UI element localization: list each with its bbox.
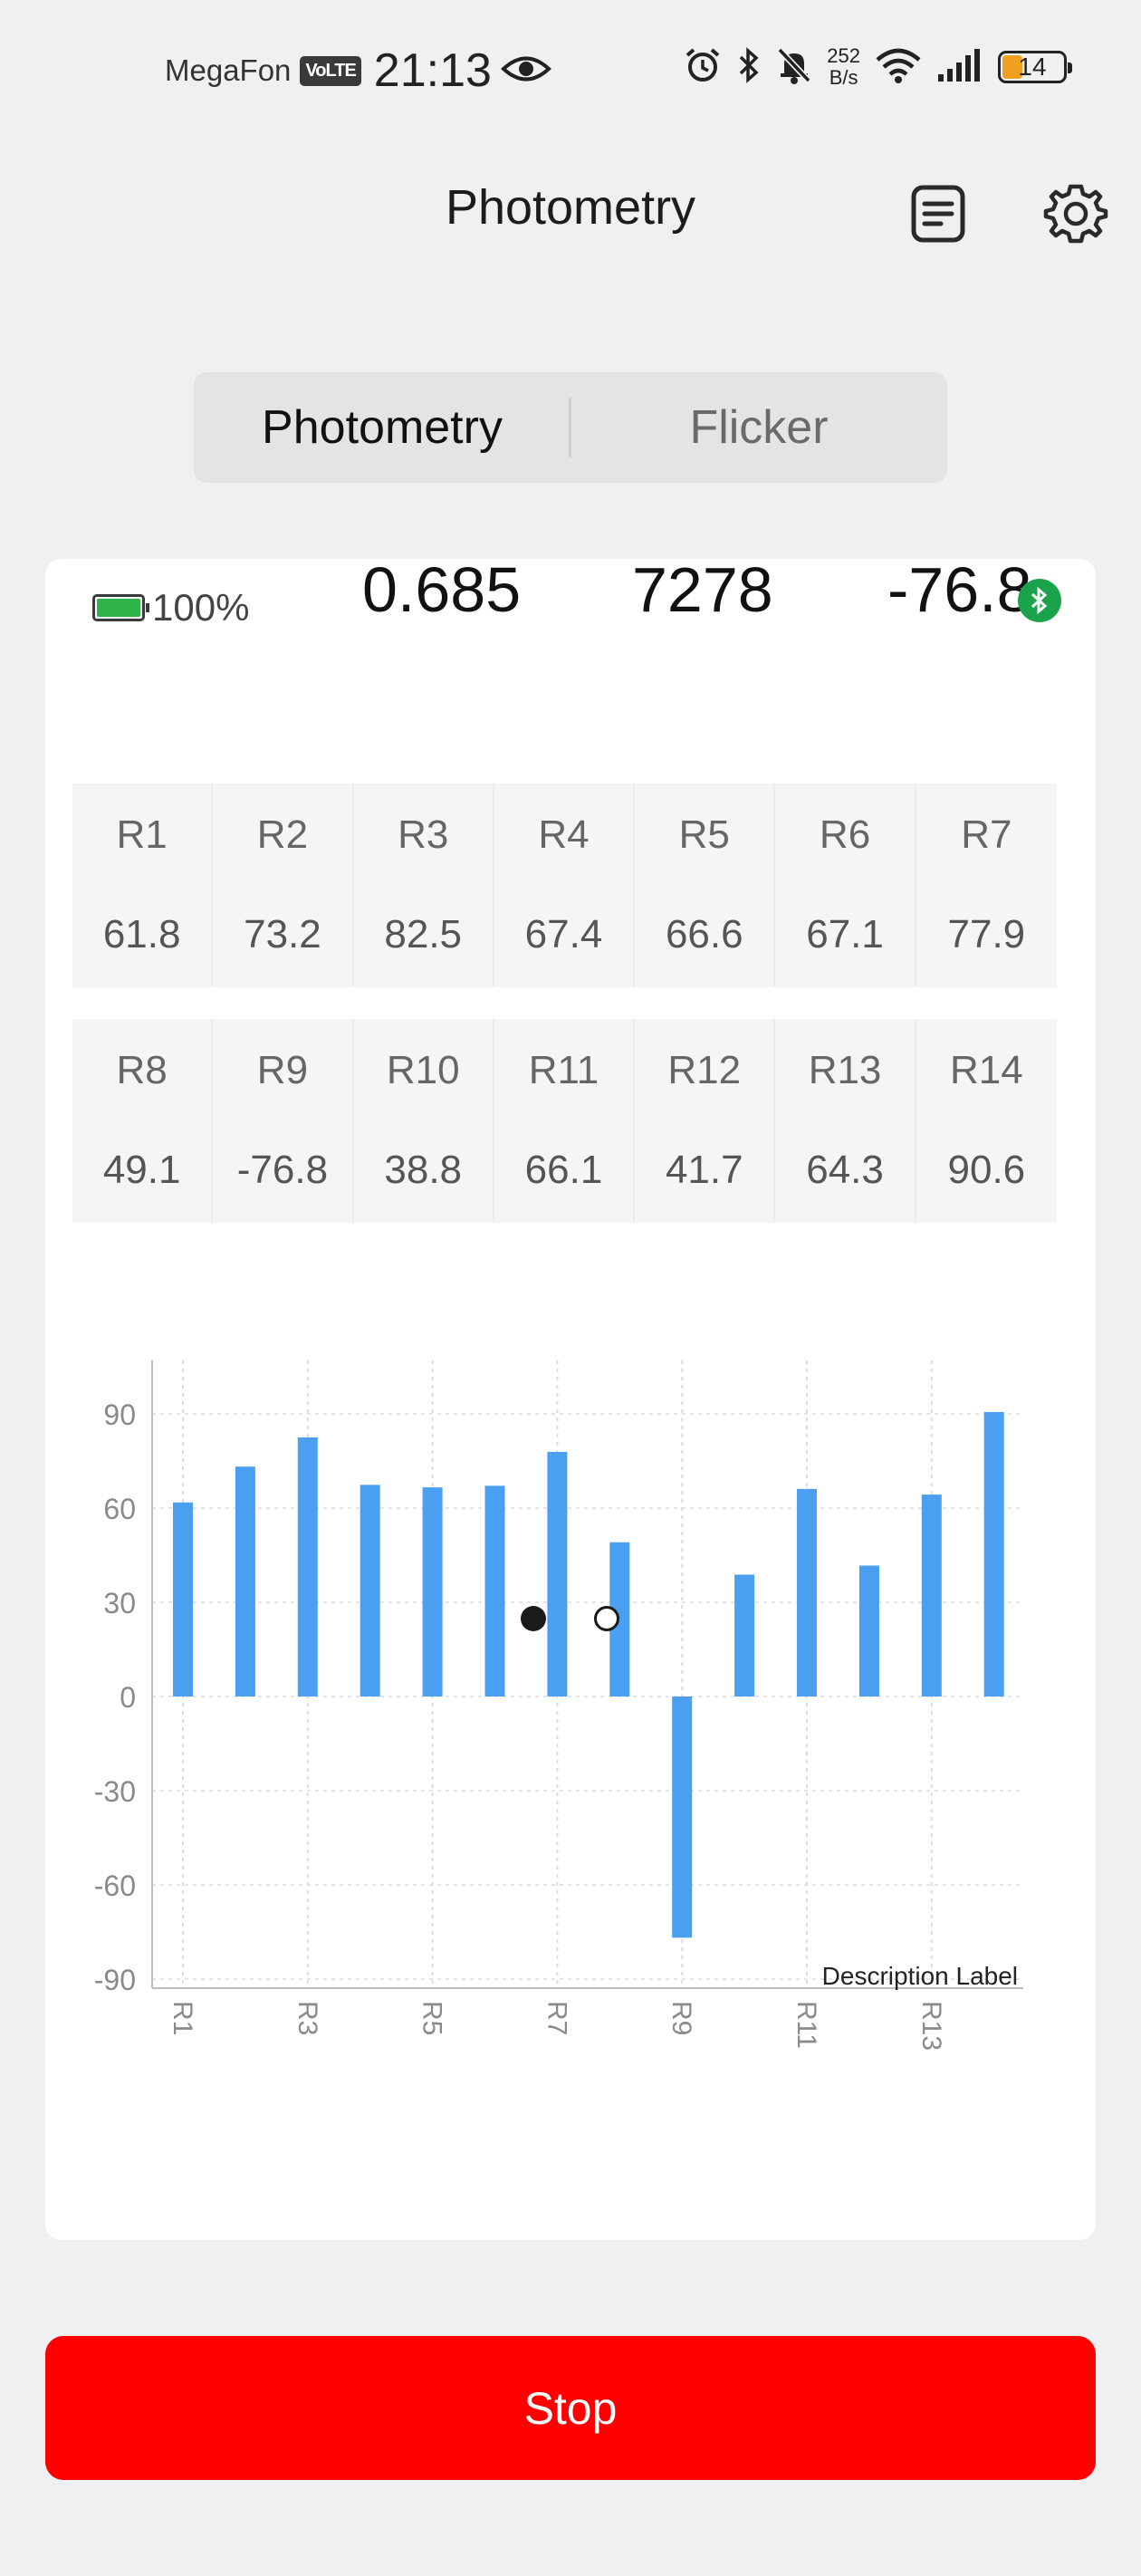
x-tick-label: R5 <box>417 2001 447 2035</box>
x-tick-label: R9 <box>666 2001 696 2035</box>
chart-description-label: Description Label <box>822 1962 1018 1990</box>
bar-r1 <box>173 1502 193 1697</box>
y-tick-label: 60 <box>103 1493 136 1525</box>
page-dot-active[interactable] <box>521 1606 546 1631</box>
stop-button[interactable]: Stop <box>45 2336 1096 2480</box>
y-tick-label: 0 <box>120 1681 136 1714</box>
carrier-name: MegaFon <box>165 53 292 87</box>
page-dot[interactable] <box>594 1606 619 1631</box>
r-cell: R1 61.8 <box>72 783 214 987</box>
bar-r6 <box>484 1485 505 1697</box>
measurement-card[interactable]: 100% 0.685 7278 -76.8 R1 61.8 R2 73.2 R3 82… <box>45 559 1096 2240</box>
bar-r14 <box>983 1411 1004 1697</box>
metric-value-2: 7278 <box>632 559 773 625</box>
bell-muted-icon <box>776 46 812 89</box>
status-time: 21:13 <box>373 44 492 97</box>
alarm-icon <box>684 46 722 89</box>
r-cell: R13 64.3 <box>775 1019 916 1223</box>
x-tick-label: R1 <box>168 2001 197 2035</box>
tab-flicker[interactable]: Flicker <box>689 401 829 454</box>
mode-tabs: Photometry Flicker <box>194 372 947 483</box>
x-tick-label: R11 <box>791 2001 821 2049</box>
signal-icon <box>936 47 983 88</box>
tab-divider <box>569 398 571 457</box>
tab-photometry[interactable]: Photometry <box>262 401 503 454</box>
y-tick-label: 90 <box>103 1399 136 1431</box>
r-cell: R7 77.9 <box>947 812 1026 956</box>
y-tick-label: -30 <box>94 1775 136 1808</box>
net-speed: 252 B/s <box>827 44 860 89</box>
page-title: Photometry <box>445 180 696 235</box>
r-cell: R2 73.2 <box>213 783 354 987</box>
bar-r3 <box>297 1437 318 1697</box>
volte-badge: VoLTE <box>300 55 361 86</box>
page-indicator <box>0 1606 1141 1642</box>
bar-r7 <box>547 1451 568 1697</box>
r-values-row-1: R1 61.8 R2 73.2 R3 82.5 R4 67.4 R5 66.6 R6 67.… <box>72 783 1057 987</box>
r-cell: R14 90.6 <box>947 1048 1026 1192</box>
device-battery-icon <box>92 594 149 621</box>
r-bar-chart: 90 60 30 0 -30 -60 -90 R1 R3 R5 R7 R9 R11 R13 Descript… <box>94 1360 1023 2051</box>
bar-r12 <box>858 1565 879 1697</box>
settings-gear-icon[interactable] <box>1040 178 1112 250</box>
bar-r10 <box>734 1574 755 1697</box>
eye-icon <box>500 53 551 89</box>
r-cell: R3 82.5 <box>354 783 494 987</box>
y-tick-label: -60 <box>94 1870 136 1902</box>
metric-value-3: -76.8 <box>887 559 1032 625</box>
x-tick-label: R13 <box>916 2001 946 2051</box>
status-bar: MegaFon VoLTE 21:13 252 B/s 14 <box>0 0 1141 145</box>
r-cell: R10 38.8 <box>354 1019 494 1223</box>
report-icon[interactable] <box>902 178 974 250</box>
y-tick-label: 30 <box>103 1587 136 1620</box>
metric-value-1: 0.685 <box>362 559 522 625</box>
r-values-row-2: R8 49.1 R9 -76.8 R10 38.8 R11 66.1 R12 41.7 R… <box>72 1019 1057 1223</box>
bar-r8 <box>609 1542 630 1697</box>
battery-icon: 14 <box>998 51 1072 83</box>
bluetooth-connected-icon <box>1018 579 1061 622</box>
wifi-icon <box>875 47 922 88</box>
bluetooth-icon <box>736 46 762 89</box>
bar-r9 <box>672 1697 693 1938</box>
bar-r2 <box>235 1466 255 1697</box>
bar-r4 <box>360 1485 380 1697</box>
r-cell: R11 66.1 <box>494 1019 636 1223</box>
r-cell: R8 49.1 <box>72 1019 214 1223</box>
r-cell: R4 67.4 <box>494 783 636 987</box>
x-tick-label: R7 <box>542 2001 571 2035</box>
bar-r13 <box>921 1495 942 1697</box>
device-battery: 100% <box>92 586 249 630</box>
x-tick-label: R3 <box>292 2001 322 2035</box>
r-cell: R12 41.7 <box>635 1019 776 1223</box>
device-battery-percent: 100% <box>152 586 250 629</box>
bar-r5 <box>422 1487 443 1697</box>
r-cell: R6 67.1 <box>775 783 916 987</box>
y-tick-label: -90 <box>94 1964 136 1996</box>
r-cell: R9 -76.8 <box>213 1019 354 1223</box>
bar-r11 <box>797 1488 817 1697</box>
r-cell: R5 66.6 <box>635 783 776 987</box>
